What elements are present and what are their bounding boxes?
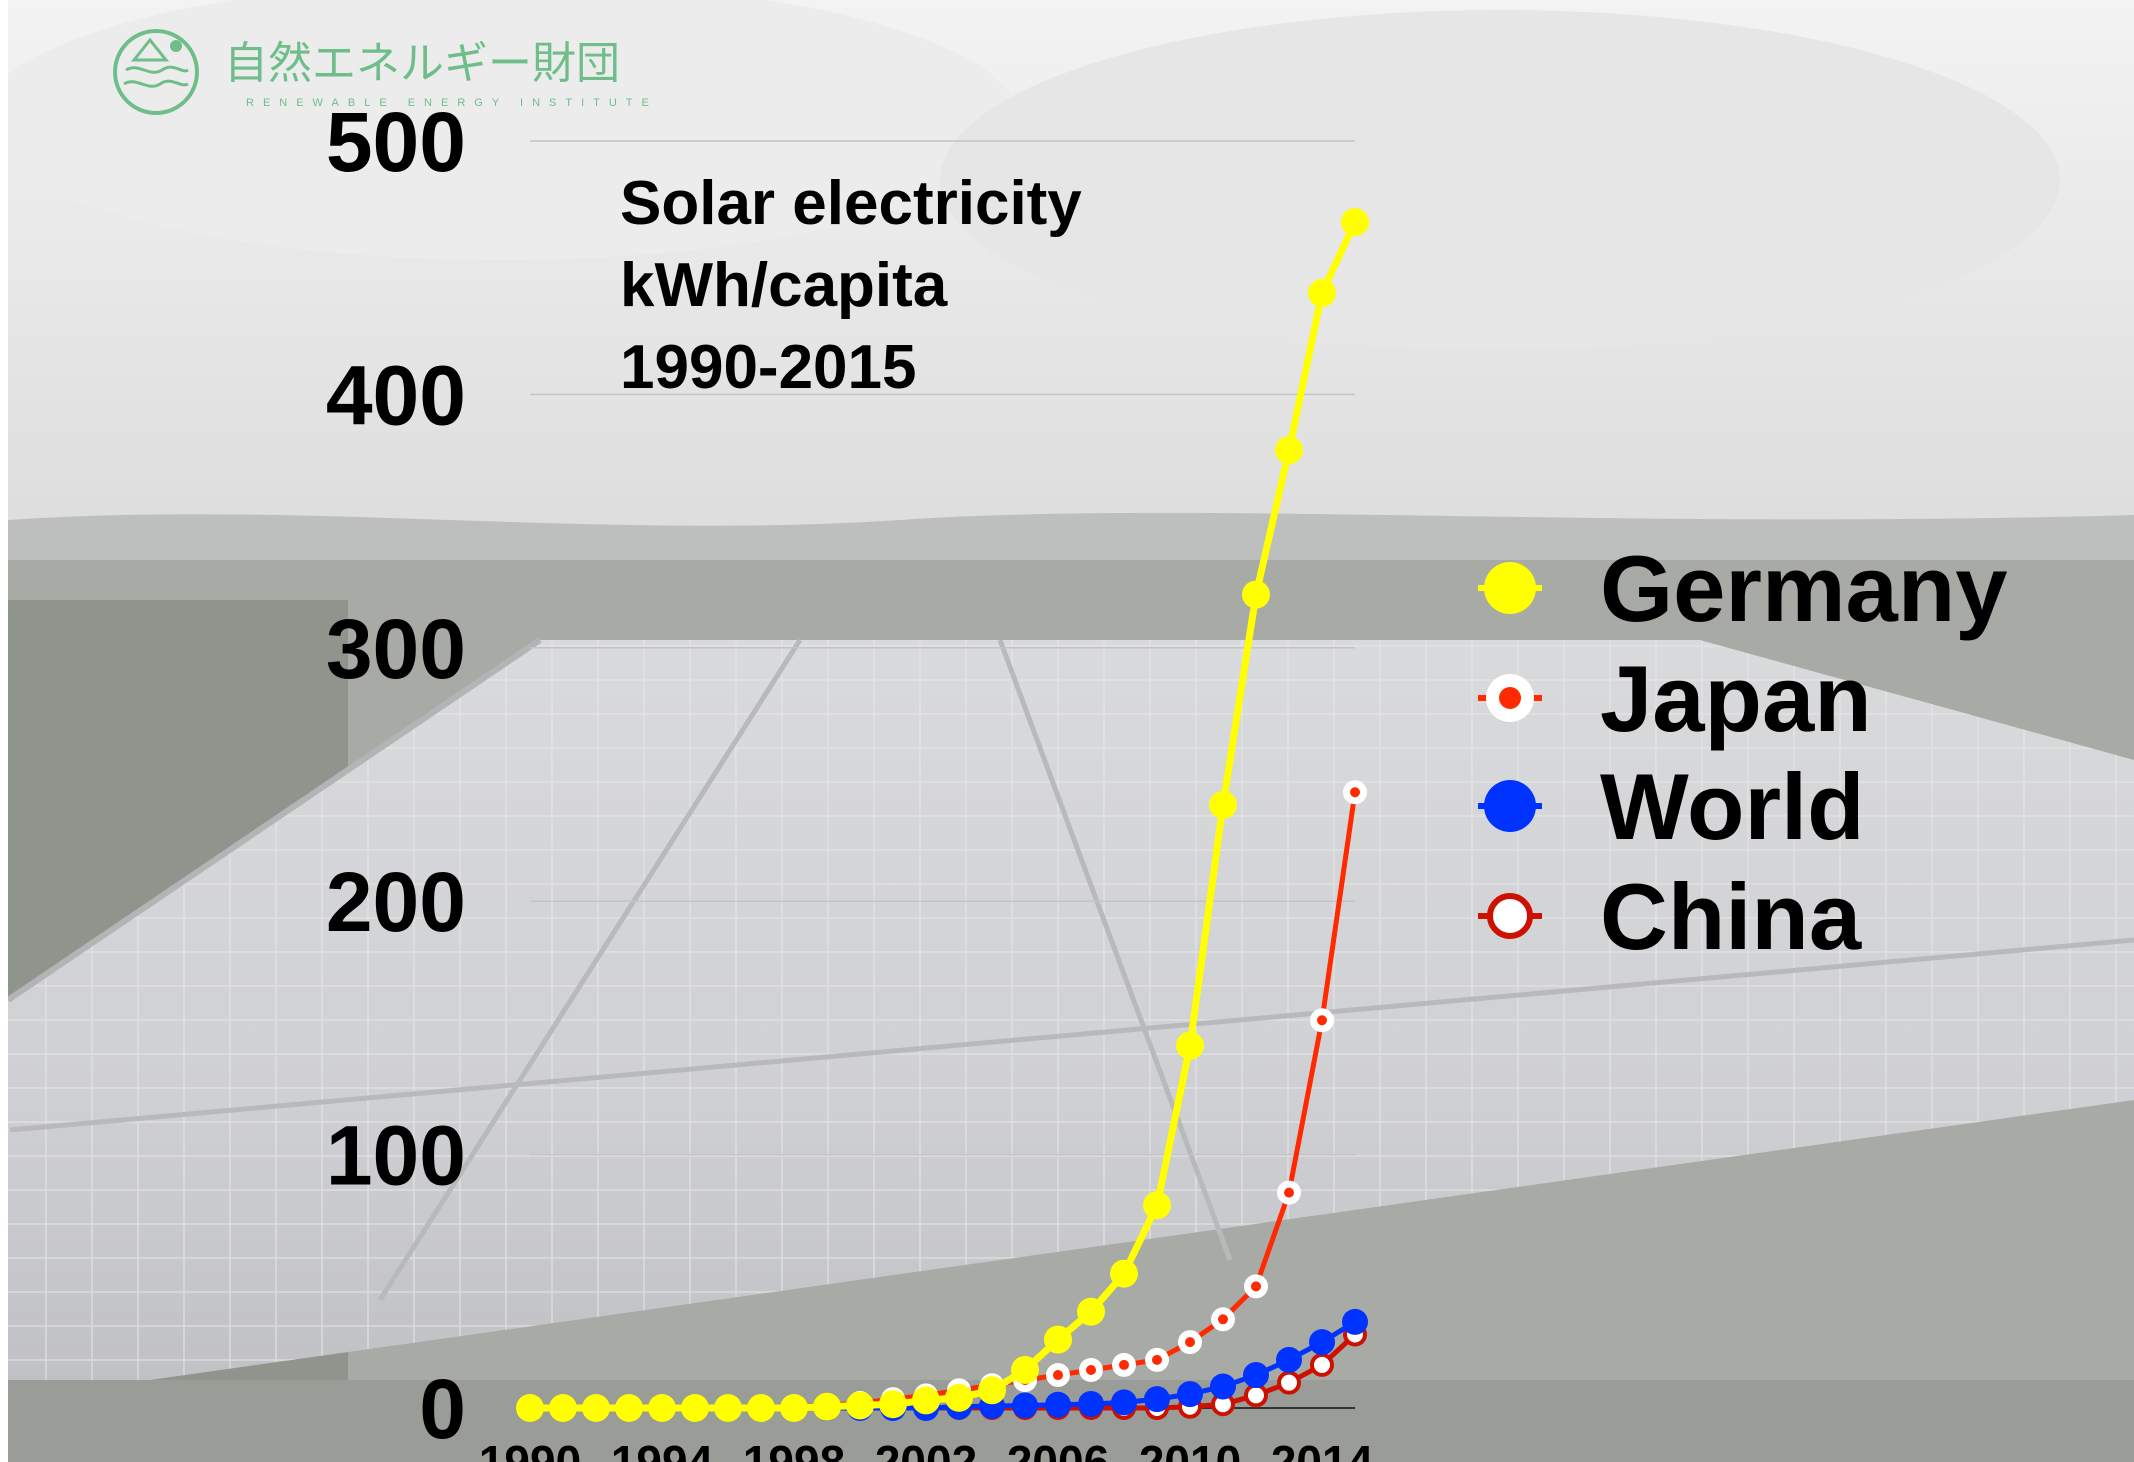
- legend-marker-world: [1484, 780, 1536, 832]
- series-japan: [518, 780, 1367, 1420]
- data-point-japan-2012: [1244, 1274, 1268, 1299]
- data-point-world-2014: [1309, 1329, 1335, 1356]
- data-point-world-2011: [1210, 1373, 1236, 1400]
- legend-label-germany: Germany: [1600, 536, 2008, 641]
- data-point-japan-2015: [1343, 780, 1367, 805]
- x-tick-label-2010: 2010: [1139, 1436, 1241, 1462]
- data-point-china-2013: [1277, 1370, 1301, 1395]
- data-point-germany-1991: [549, 1394, 577, 1422]
- data-point-germany-2008: [1110, 1259, 1138, 1288]
- x-tick-label-1990: 1990: [479, 1436, 581, 1462]
- data-point-germany-1997: [747, 1394, 775, 1422]
- data-point-world-2013: [1276, 1346, 1302, 1373]
- logo-emblem-icon: [113, 29, 199, 115]
- data-point-germany-2001: [879, 1390, 907, 1419]
- data-point-germany-2009: [1143, 1191, 1171, 1220]
- data-point-china-2014: [1310, 1352, 1334, 1377]
- data-point-germany-1990: [516, 1394, 544, 1422]
- series-china: [518, 1322, 1367, 1420]
- y-tick-label-0: 0: [419, 1362, 466, 1456]
- data-point-world-2006: [1045, 1391, 1071, 1418]
- data-point-world-2005: [1012, 1392, 1038, 1419]
- data-point-germany-2015: [1341, 208, 1369, 237]
- legend-marker-china: [1487, 893, 1533, 939]
- data-point-germany-2003: [945, 1383, 973, 1412]
- data-point-japan-2011: [1211, 1307, 1235, 1332]
- y-tick-label-300: 300: [326, 602, 466, 696]
- logo: 自然エネルギー財団 RENEWABLE ENERGY INSTITUTE: [113, 29, 658, 115]
- y-tick-label-100: 100: [326, 1109, 466, 1203]
- y-tick-label-400: 400: [326, 348, 466, 442]
- legend-label-japan: Japan: [1600, 646, 1872, 751]
- data-point-germany-2007: [1077, 1297, 1105, 1326]
- legend-label-world: World: [1600, 754, 1865, 859]
- data-point-germany-1999: [813, 1392, 841, 1421]
- x-tick-label-2002: 2002: [875, 1436, 977, 1462]
- data-point-germany-1994: [648, 1394, 676, 1422]
- data-point-germany-2004: [978, 1376, 1006, 1405]
- data-point-japan-2007: [1079, 1357, 1103, 1382]
- y-tick-label-200: 200: [326, 855, 466, 949]
- chart-title-line-1: Solar electricity: [620, 169, 1082, 238]
- data-point-japan-2010: [1178, 1330, 1202, 1355]
- data-point-world-2010: [1177, 1381, 1203, 1408]
- legend-label-china: China: [1600, 864, 1862, 969]
- data-point-germany-2010: [1176, 1031, 1204, 1060]
- data-point-world-2012: [1243, 1362, 1269, 1389]
- legend-marker-japan: [1486, 674, 1534, 722]
- series-lines: [516, 208, 1369, 1422]
- legend-item-japan: Japan: [1478, 646, 1872, 751]
- legend-marker-germany: [1484, 562, 1536, 614]
- data-point-germany-2006: [1044, 1325, 1072, 1354]
- data-point-germany-1992: [582, 1394, 610, 1422]
- x-tick-label-1994: 1994: [611, 1436, 714, 1462]
- legend-item-world: World: [1478, 754, 1865, 859]
- chart-title-line-2: kWh/capita: [620, 251, 948, 320]
- data-point-japan-2013: [1277, 1180, 1301, 1205]
- logo-name-jp: 自然エネルギー財団: [224, 39, 620, 88]
- data-point-germany-1998: [780, 1394, 808, 1422]
- data-point-world-2008: [1111, 1389, 1137, 1416]
- data-point-world-2007: [1078, 1390, 1104, 1417]
- data-point-japan-2009: [1145, 1347, 1169, 1372]
- x-tick-label-1998: 1998: [743, 1436, 845, 1462]
- data-point-japan-2014: [1310, 1008, 1334, 1033]
- data-point-germany-2005: [1011, 1355, 1039, 1384]
- data-point-germany-1993: [615, 1394, 643, 1422]
- x-axis-ticks: 1990 1994 1998 2002 2006 2010 2014: [479, 1436, 1374, 1462]
- logo-name-en: RENEWABLE ENERGY INSTITUTE: [246, 97, 658, 109]
- data-point-china-2012: [1244, 1383, 1268, 1408]
- data-point-germany-1995: [681, 1394, 709, 1422]
- x-tick-label-2014: 2014: [1271, 1436, 1374, 1462]
- data-point-germany-2000: [846, 1391, 874, 1420]
- legend-item-germany: Germany: [1478, 536, 2008, 641]
- x-tick-label-2006: 2006: [1007, 1436, 1109, 1462]
- series-world: [517, 1308, 1368, 1421]
- y-axis-ticks: 0 100 200 300 400 500: [326, 95, 466, 1456]
- chart-title: Solar electricity kWh/capita 1990-2015: [620, 169, 1082, 402]
- legend-item-china: China: [1478, 864, 1862, 969]
- data-point-world-2009: [1144, 1386, 1170, 1413]
- chart-title-line-3: 1990-2015: [620, 333, 917, 402]
- data-point-germany-2014: [1308, 279, 1336, 308]
- data-point-world-2015: [1342, 1308, 1368, 1335]
- data-point-japan-2006: [1046, 1363, 1070, 1388]
- data-point-germany-1996: [714, 1394, 742, 1422]
- data-point-germany-2011: [1209, 790, 1237, 819]
- series-germany: [516, 208, 1369, 1422]
- data-point-japan-2008: [1112, 1352, 1136, 1377]
- data-point-germany-2002: [912, 1386, 940, 1415]
- y-tick-label-500: 500: [326, 95, 466, 189]
- data-point-germany-2012: [1242, 580, 1270, 609]
- data-point-germany-2013: [1275, 436, 1303, 465]
